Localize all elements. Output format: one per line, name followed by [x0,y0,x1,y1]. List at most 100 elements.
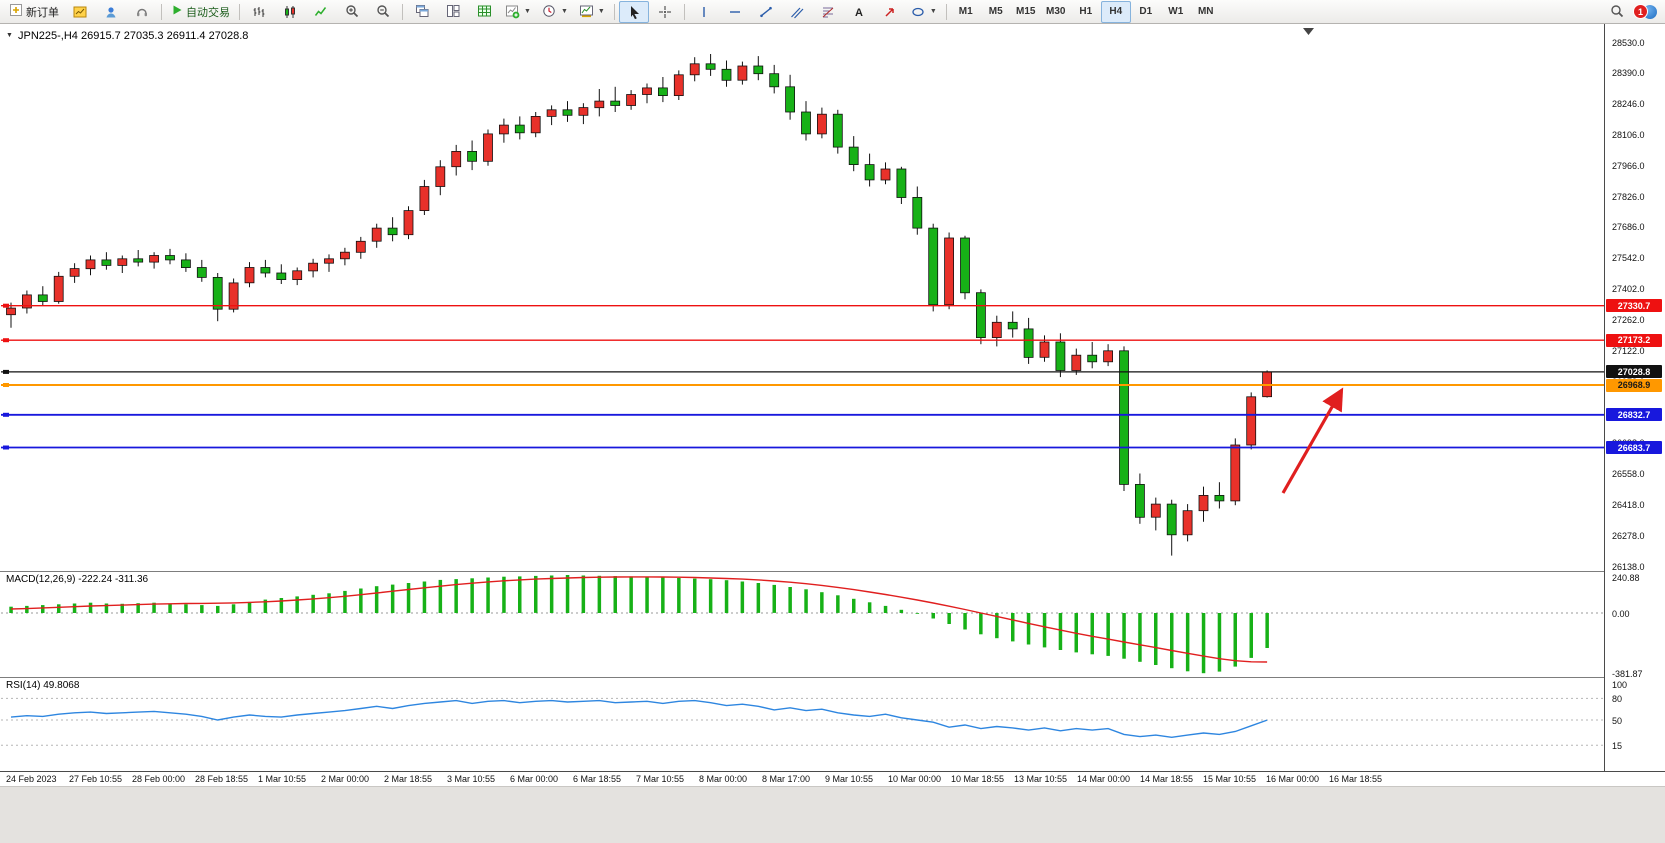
one-click-trading-toggle[interactable]: ▼ [6,32,13,39]
macd-histogram-bar [581,575,586,613]
price-scale[interactable]: 28530.0 28390.0 28246.0 28106.0 27966.0 27826… [1604,24,1665,771]
line-chart-icon [314,6,327,16]
text-tool-button[interactable]: A [844,1,874,23]
macd-histogram-bar [1265,613,1269,648]
zoom-in-button[interactable] [337,1,367,23]
timeframe-button-m15[interactable]: M15 [1016,6,1036,17]
chart-shift-marker[interactable] [1303,28,1314,35]
timeframe-button-h1[interactable]: H1 [1079,6,1093,17]
time-axis-label: 6 Mar 18:55 [573,774,622,784]
charts-icon [73,6,87,17]
chevron-down-icon: ▼ [560,8,568,15]
candlestick-mode-button[interactable] [275,1,305,23]
macd-histogram-bar [343,590,347,613]
timeframe-button-d1[interactable]: D1 [1139,6,1153,17]
time-axis-label: 8 Mar 00:00 [699,774,748,784]
time-axis-label: 16 Mar 00:00 [1266,774,1320,784]
channel-tool-button[interactable] [782,1,812,23]
toolbar-separator [945,3,947,20]
macd-panel[interactable] [1,572,1604,676]
vertical-line-tool-button[interactable] [689,1,719,23]
zoom-out-button[interactable] [368,1,398,23]
macd-histogram-bar [247,601,252,613]
candlestick-plot-svg[interactable] [1,25,1604,571]
add-indicator-icon [506,5,520,19]
line-anchor[interactable] [3,303,9,308]
macd-plot-svg[interactable] [1,572,1604,676]
timeframe-button-m5[interactable]: M5 [988,6,1003,17]
time-axis[interactable]: 24 Feb 2023 27 Feb 10:55 28 Feb 00:00 28 Fe… [0,771,1665,787]
macd-histogram-bar [883,605,888,613]
macd-histogram-bar [1201,613,1206,674]
timeframe-button-m1[interactable]: M1 [958,6,973,17]
line-anchor[interactable] [3,445,9,450]
time-axis-label: 14 Mar 18:55 [1140,774,1194,784]
macd-histogram-bar [724,580,729,613]
profile-button[interactable] [96,1,126,23]
cascade-windows-button[interactable] [407,1,437,23]
rsi-plot-svg[interactable] [1,678,1604,770]
macd-histogram-bar [1090,613,1094,655]
macd-indicator-label: MACD(12,26,9) -222.24 -311.36 [6,574,149,585]
line-anchor[interactable] [3,369,9,374]
timeframe-button-m30[interactable]: M30 [1046,6,1066,17]
macd-histogram-bar [836,595,840,613]
macd-histogram-bar [820,592,824,613]
macd-histogram-bar [708,579,713,613]
templates-button[interactable]: ▼ [574,1,610,23]
macd-histogram-bar [772,584,776,613]
charts-button[interactable] [65,1,95,23]
time-axis-label: 14 Mar 00:00 [1077,774,1131,784]
fibonacci-tool-button[interactable] [813,1,843,23]
rsi-panel[interactable] [1,678,1604,770]
macd-histogram-bar [104,603,109,613]
timeframe-button-mn[interactable]: MN [1197,6,1214,17]
auto-trading-button[interactable]: 自动交易 [166,1,235,23]
chevron-down-icon: ▼ [929,8,937,15]
timeframe-button-w1[interactable]: W1 [1168,6,1184,17]
market-watch-grid-button[interactable] [469,1,499,23]
macd-histogram-bar [677,578,681,613]
line-anchor[interactable] [3,383,9,387]
macd-histogram-bar [88,602,93,613]
cursor-tool-button[interactable] [618,0,649,23]
timeframe-button-h4[interactable]: H4 [1100,0,1131,23]
macd-histogram-bar [120,603,124,613]
search-button[interactable] [1602,1,1632,23]
time-axis-label: 27 Feb 10:55 [69,774,123,784]
trend-arrow[interactable] [1281,387,1344,494]
horizontal-line-tool-button[interactable] [720,1,750,23]
line-chart-mode-button[interactable] [306,1,336,23]
support-button[interactable] [127,1,157,23]
price-line-badge: 26968.9 [1606,378,1662,392]
price-axis-label: 27826.0 [1612,191,1645,202]
line-anchor[interactable] [3,412,9,417]
main-toolbar: 新订单 自动交易 ▼ ▼ ▼ A ▼ M1 M5 [0,0,1665,24]
macd-histogram-bar [804,589,808,613]
crosshair-icon [658,5,671,18]
macd-histogram-bar [1026,613,1031,645]
tile-windows-button[interactable] [438,1,468,23]
line-anchor[interactable] [3,338,9,343]
shapes-tool-button[interactable]: ▼ [906,1,942,23]
notification-badge[interactable]: 1 [1633,4,1648,19]
auto-trading-label: 自动交易 [186,6,230,19]
panel-divider[interactable] [0,571,1665,572]
crosshair-tool-button[interactable] [650,1,680,23]
panel-divider[interactable] [0,677,1665,678]
periods-button[interactable]: ▼ [537,1,573,23]
bar-chart-icon [253,6,265,17]
arrow-tool-icon [885,7,894,17]
grid-icon [477,5,491,17]
macd-histogram-bar [41,605,45,613]
fibonacci-icon [822,7,834,17]
macd-histogram-bar [327,593,331,613]
trendline-tool-button[interactable] [751,1,781,23]
arrow-tool-button[interactable] [875,1,905,23]
bar-chart-mode-button[interactable] [244,1,274,23]
new-order-label: 新订单 [26,6,59,19]
clock-icon [543,5,555,17]
price-chart-plot[interactable] [1,25,1604,571]
new-order-button[interactable]: 新订单 [4,1,64,23]
indicators-button[interactable]: ▼ [500,1,536,23]
